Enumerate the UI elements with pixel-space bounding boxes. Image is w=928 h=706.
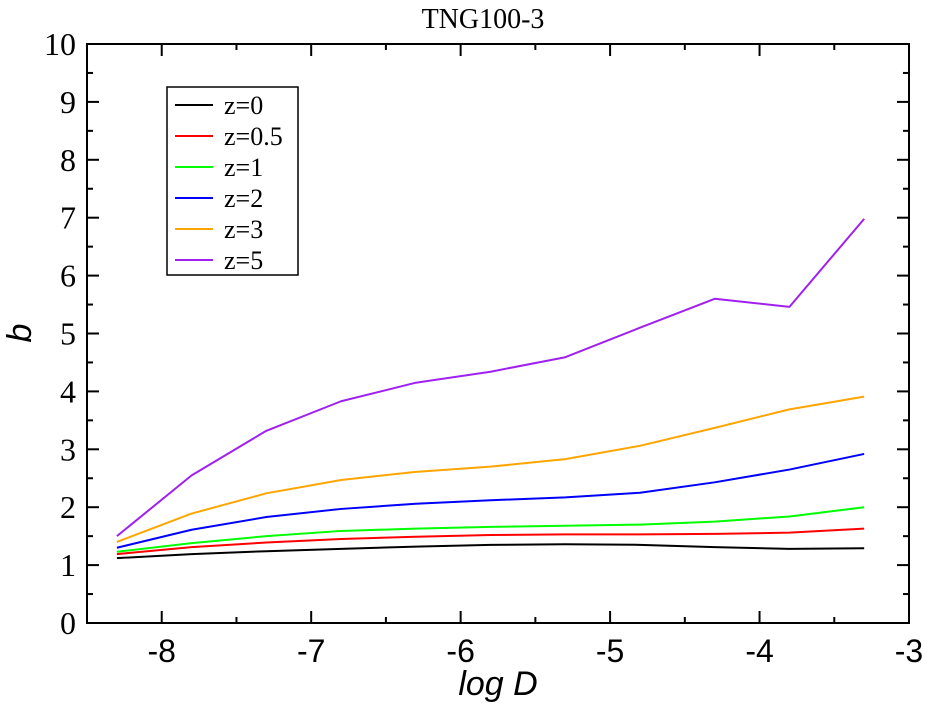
series-line-z=5 xyxy=(116,218,865,537)
x-tick-label: -4 xyxy=(745,633,773,669)
legend-label: z=1 xyxy=(224,153,263,182)
x-axis-label: log D xyxy=(458,665,537,703)
y-tick-label: 9 xyxy=(60,84,76,120)
y-tick-label: 7 xyxy=(60,200,76,236)
legend-label: z=0 xyxy=(224,91,263,120)
chart-title: TNG100-3 xyxy=(422,4,545,35)
series-line-z=0.5 xyxy=(116,527,865,556)
y-tick-label: 10 xyxy=(44,26,76,62)
y-tick-label: 0 xyxy=(60,605,76,641)
axis-ticks: -8 -7 -6 -5 -4 -3 0 1 2 3 4 5 6 7 8 9 10 xyxy=(44,26,923,669)
y-tick-label: 2 xyxy=(60,489,76,525)
x-tick-label: -5 xyxy=(596,633,624,669)
series-line-z=1 xyxy=(116,506,865,553)
y-tick-label: 6 xyxy=(60,258,76,294)
y-axis-label: b xyxy=(1,324,39,343)
y-tick-label: 5 xyxy=(60,316,76,352)
series-lines xyxy=(116,218,865,560)
x-tick-label: -3 xyxy=(895,633,923,669)
series-line-z=2 xyxy=(116,452,865,549)
x-tick-label: -7 xyxy=(297,633,325,669)
y-tick-label: 3 xyxy=(60,431,76,467)
y-tick-label: 1 xyxy=(60,547,76,583)
legend: z=0z=0.5z=1z=2z=3z=5 xyxy=(166,86,299,276)
x-tick-label: -8 xyxy=(148,633,176,669)
legend-label: z=0.5 xyxy=(224,122,283,151)
legend-label: z=5 xyxy=(224,246,263,275)
legend-box xyxy=(166,86,299,276)
series-line-z=3 xyxy=(116,395,865,543)
y-tick-label: 4 xyxy=(60,373,76,409)
y-tick-label: 8 xyxy=(60,142,76,178)
legend-label: z=3 xyxy=(224,215,263,244)
x-tick-label: -6 xyxy=(446,633,474,669)
series-line-z=0 xyxy=(116,543,865,560)
legend-label: z=2 xyxy=(224,184,263,213)
